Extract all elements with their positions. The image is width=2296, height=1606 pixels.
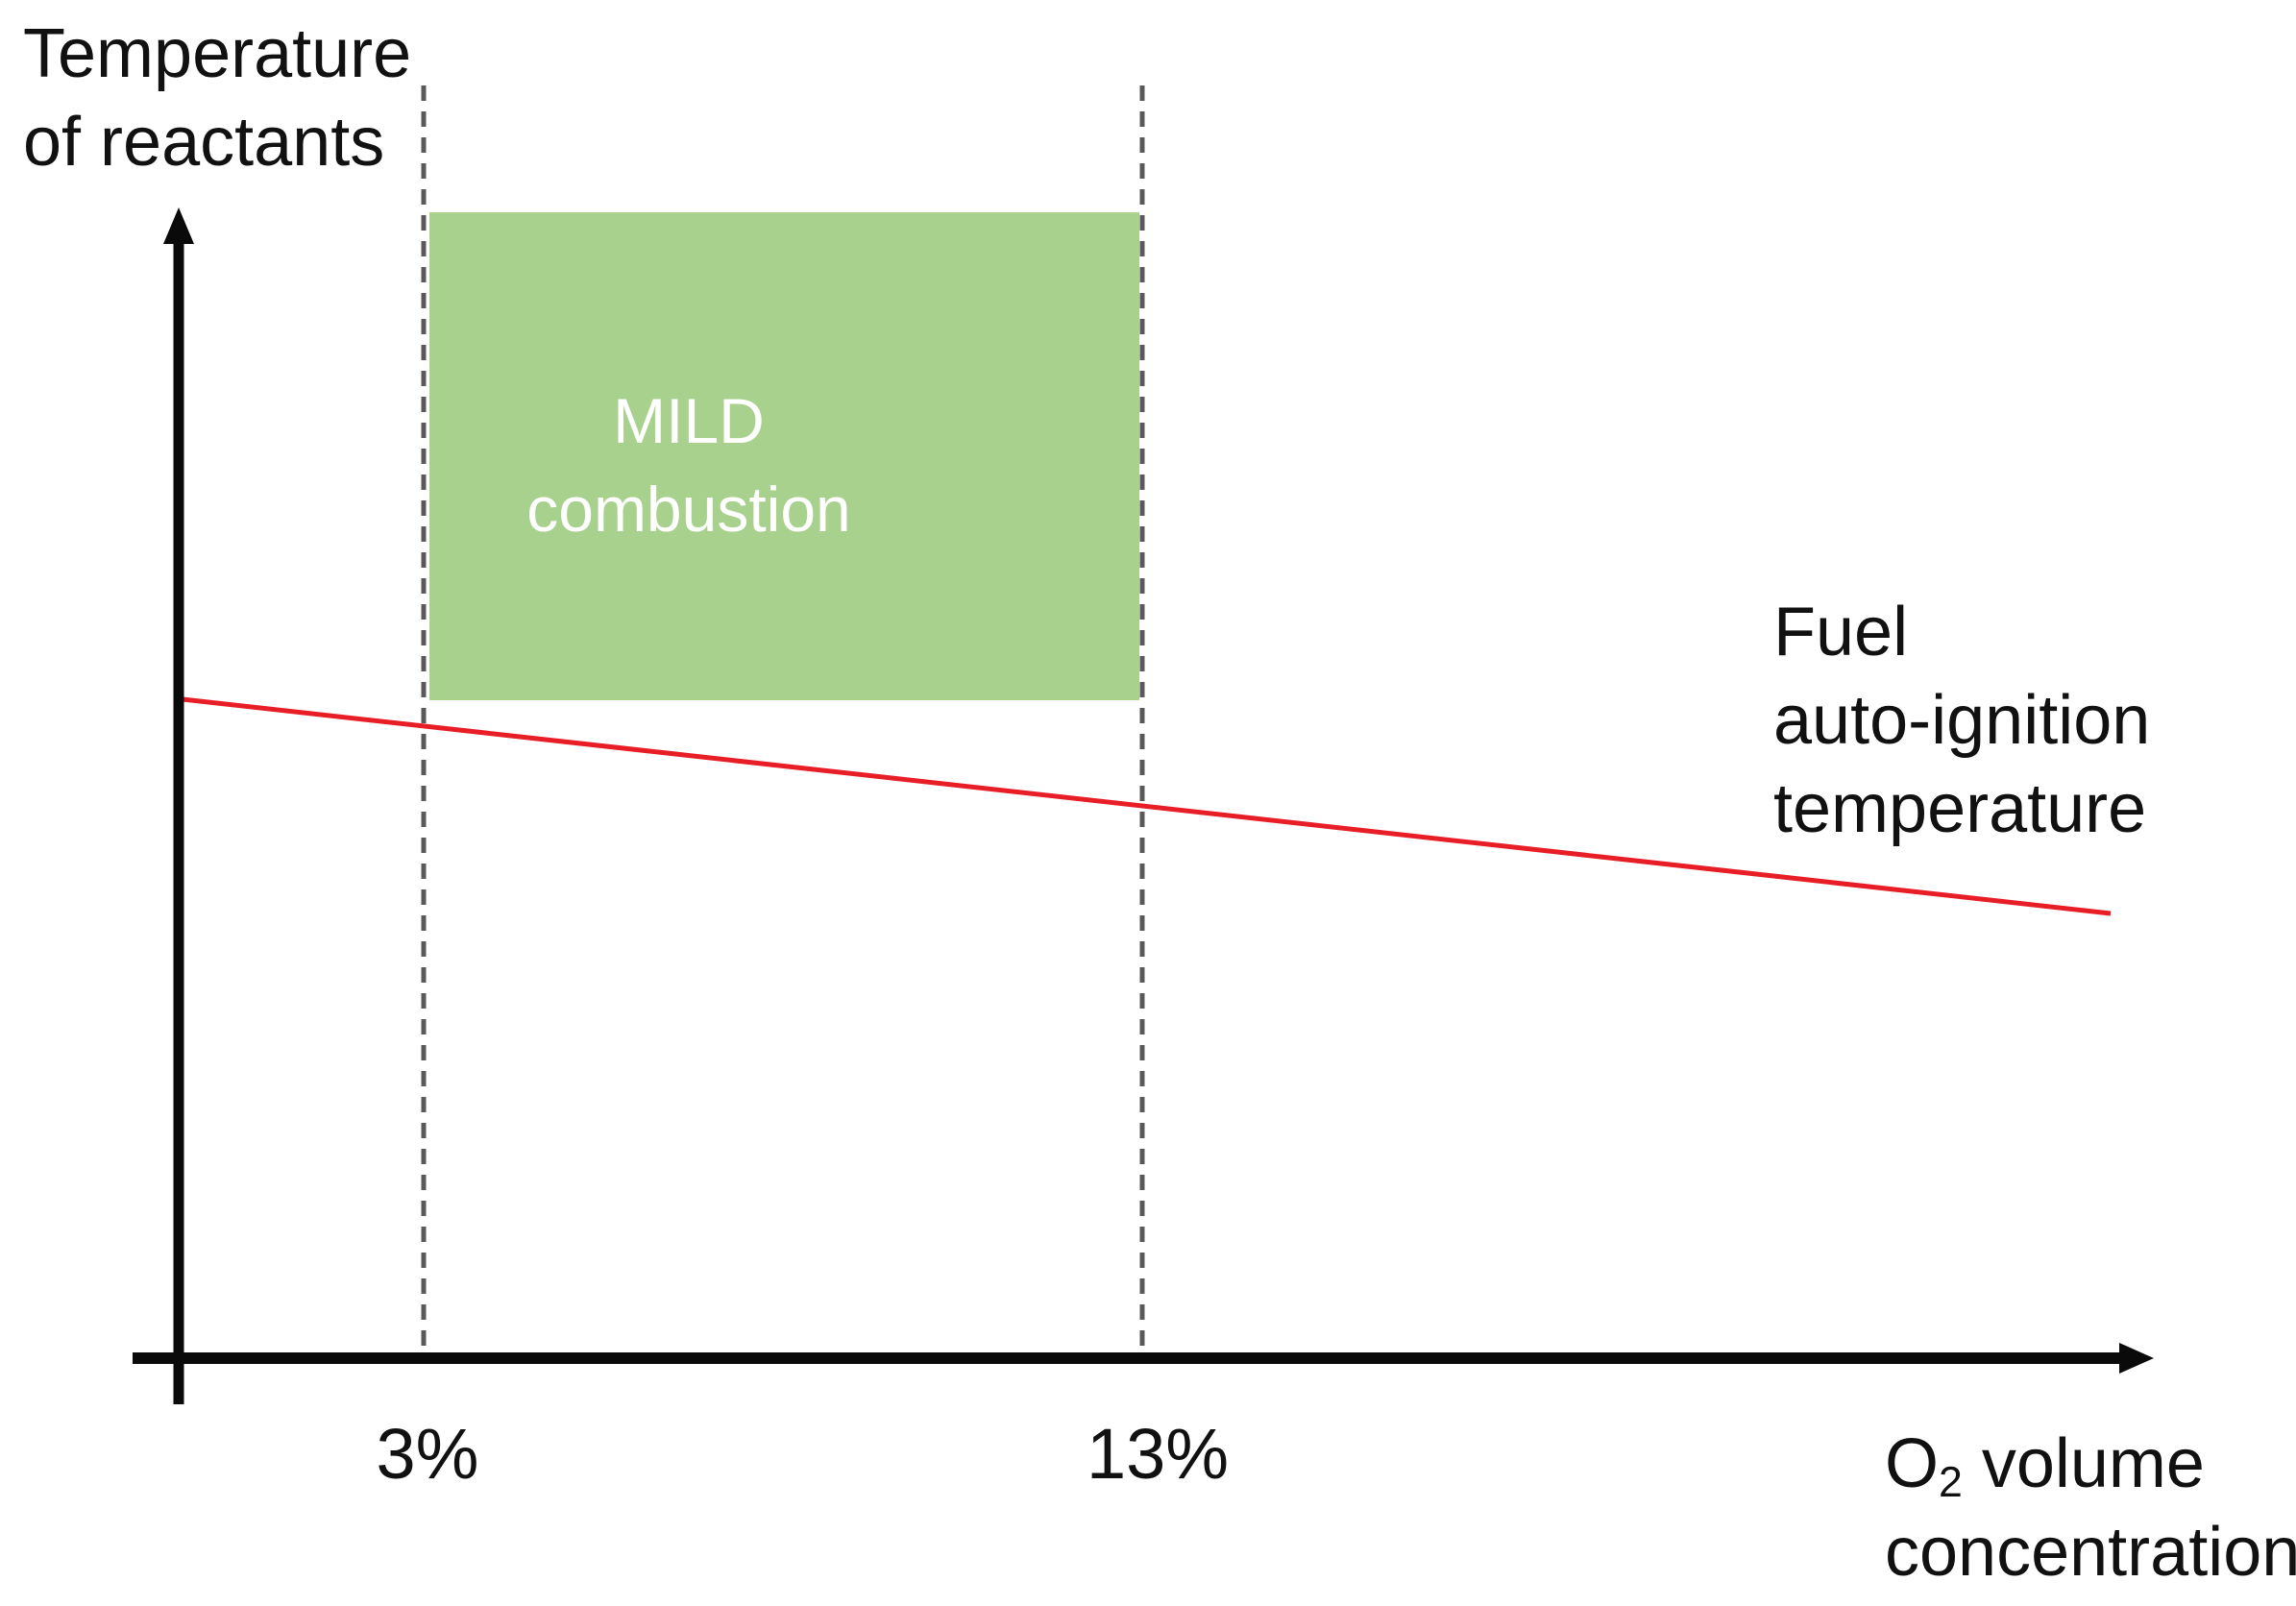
x-axis-title: O2 volume concentration: [1885, 1420, 2296, 1596]
y-axis-title-line2: of reactants: [23, 104, 385, 181]
o2-subscript: 2: [1939, 1458, 1963, 1506]
x-tick-3pct: 3%: [376, 1414, 479, 1494]
x-tick-13pct: 13%: [1086, 1414, 1230, 1494]
x-axis-arrowhead: [2119, 1343, 2154, 1374]
auto-ignition-label-line3: temperature: [1773, 770, 2147, 847]
auto-ignition-line: [182, 696, 2112, 916]
y-axis-title-line1: Temperature: [23, 15, 412, 92]
auto-ignition-label-line1: Fuel: [1773, 594, 1909, 670]
x-axis-title-line1-rest: volume: [1962, 1425, 2205, 1502]
x-axis-title-line2: concentration: [1885, 1514, 2296, 1591]
auto-ignition-line-label: Fuel auto-ignition temperature: [1773, 588, 2150, 853]
mild-region-label: MILD combustion: [429, 377, 948, 553]
y-axis-title: Temperature of reactants: [23, 10, 411, 186]
o2-symbol: O: [1885, 1425, 1940, 1502]
mild-region-rect: [429, 212, 1139, 700]
y-axis-arrowhead: [163, 207, 194, 244]
mild-region-label-line1: MILD: [613, 385, 765, 456]
x-axis-title-line1: O2 volume: [1885, 1420, 2296, 1508]
auto-ignition-label-line2: auto-ignition: [1773, 682, 2151, 759]
mild-region-label-line2: combustion: [526, 474, 851, 545]
